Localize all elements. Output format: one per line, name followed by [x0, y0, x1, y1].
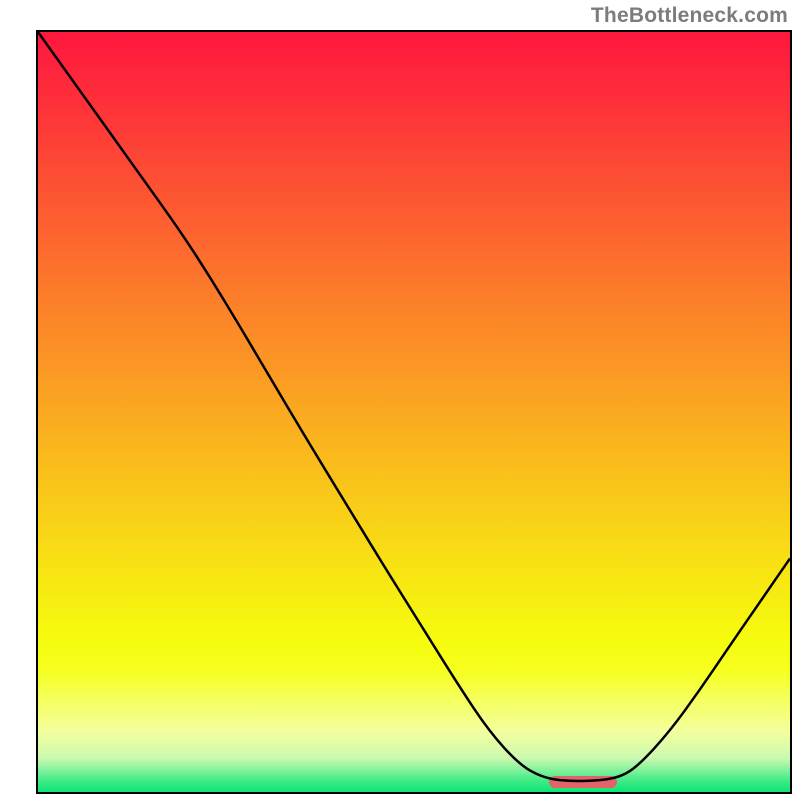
- plot-area: [36, 30, 792, 794]
- optimal-range-marker: [549, 776, 617, 788]
- watermark-text: TheBottleneck.com: [591, 4, 788, 28]
- chart-frame: TheBottleneck.com: [0, 0, 800, 800]
- bottleneck-gradient-background: [38, 32, 790, 792]
